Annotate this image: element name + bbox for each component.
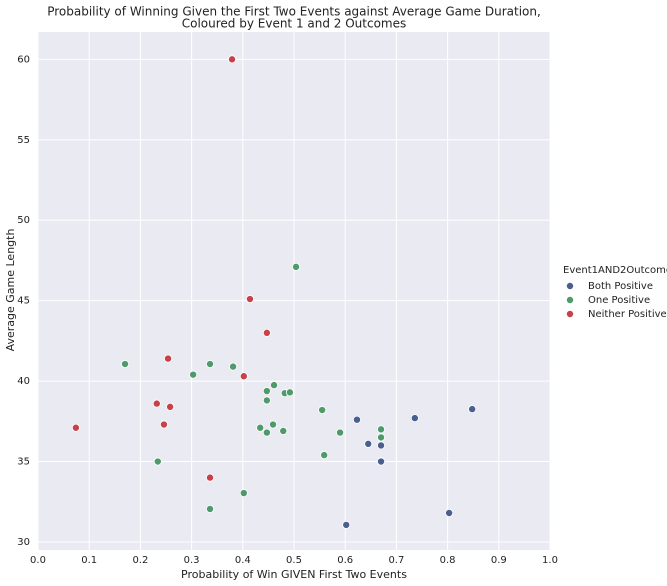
y-axis-label: Average Game Length [4, 229, 17, 352]
x-tick-label: 1.0 [542, 555, 558, 566]
point [262, 428, 271, 437]
point [153, 457, 162, 466]
point [377, 441, 386, 450]
point [270, 381, 279, 390]
point [152, 399, 161, 408]
x-tick-label: 0.4 [235, 555, 251, 566]
x-tick-label: 0.5 [286, 555, 302, 566]
point [166, 402, 175, 411]
point [245, 295, 254, 304]
point [377, 425, 386, 434]
chart-title: Coloured by Event 1 and 2 Outcomes [182, 17, 407, 31]
point [228, 55, 237, 64]
point [239, 489, 248, 498]
x-tick-label: 0.8 [440, 555, 456, 566]
x-tick-label: 0.3 [184, 555, 200, 566]
point [121, 360, 130, 369]
point [262, 396, 271, 405]
point [206, 504, 215, 513]
legend-label: Neither Positive [588, 309, 667, 320]
point [206, 473, 215, 482]
point [352, 415, 361, 424]
point [189, 370, 198, 379]
point [206, 360, 215, 369]
x-tick-label: 0.6 [337, 555, 353, 566]
legend-label: One Positive [588, 295, 650, 306]
y-tick-label: 55 [17, 135, 30, 146]
point [336, 428, 345, 437]
point [71, 423, 80, 432]
y-tick-label: 35 [17, 457, 30, 468]
chart-title: Probability of Winning Given the First T… [47, 5, 541, 19]
y-tick-label: 50 [17, 215, 30, 226]
y-tick-label: 30 [17, 537, 30, 548]
point [320, 451, 329, 460]
point [318, 406, 327, 415]
point [364, 439, 373, 448]
legend-title: Event1AND2Outcome [563, 265, 667, 276]
point [164, 354, 173, 363]
point [229, 362, 238, 371]
y-tick-label: 45 [17, 296, 30, 307]
y-tick-label: 40 [17, 376, 30, 387]
point [468, 405, 477, 414]
point [239, 372, 248, 381]
x-tick-label: 0.0 [30, 555, 46, 566]
legend-marker [566, 295, 575, 304]
point [159, 420, 168, 429]
point [262, 328, 271, 337]
legend-marker [566, 309, 575, 318]
point [269, 420, 278, 429]
x-tick-label: 0.2 [132, 555, 148, 566]
point [292, 262, 301, 271]
point [445, 508, 454, 517]
point [377, 433, 386, 442]
point [256, 423, 265, 432]
x-tick-label: 0.7 [388, 555, 404, 566]
x-tick-label: 0.9 [491, 555, 507, 566]
point [262, 387, 271, 396]
point [285, 388, 294, 397]
legend-label: Both Positive [588, 281, 653, 292]
point [410, 414, 419, 423]
point [377, 457, 386, 466]
point [279, 426, 288, 435]
x-tick-label: 0.1 [81, 555, 97, 566]
x-axis-label: Probability of Win GIVEN First Two Event… [181, 568, 407, 581]
legend-marker [566, 281, 575, 290]
y-tick-label: 60 [17, 54, 30, 65]
point [342, 520, 351, 529]
